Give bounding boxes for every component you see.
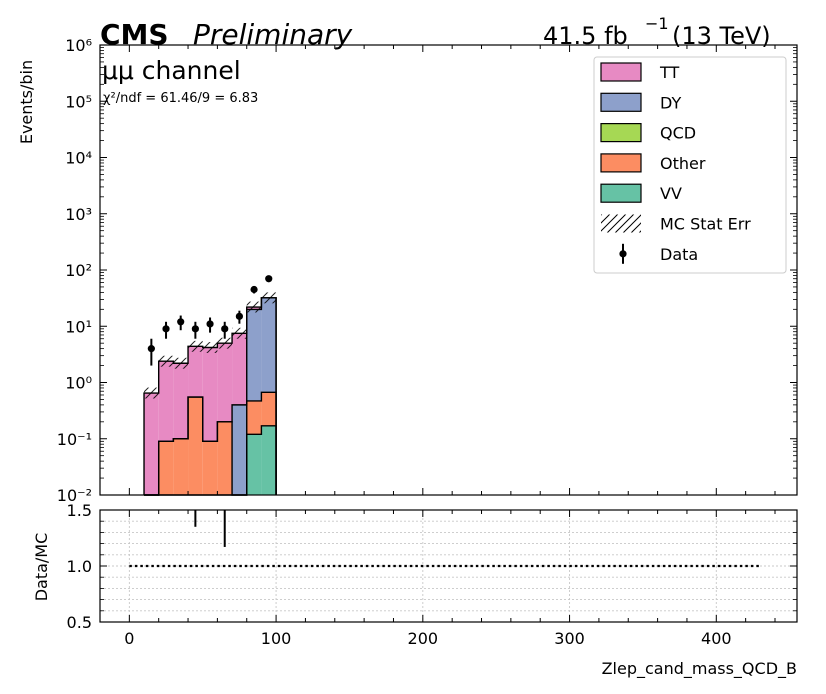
bar-tt-2 xyxy=(173,363,189,439)
legend-marker-data xyxy=(619,250,627,258)
bar-tt-6 xyxy=(232,333,247,405)
y-tick-label-1: 10¹ xyxy=(65,317,92,336)
bar-tt-3 xyxy=(188,346,203,398)
y-tick-label-2: 10² xyxy=(65,261,92,280)
ratio-panel: 0 100 200 300 400 0.5 1.0 1.5 Data/MC Zlep_cand… xyxy=(32,501,798,679)
legend-label-tt: TT xyxy=(659,63,679,82)
main-x-ticks xyxy=(99,45,776,495)
data-point-8 xyxy=(265,275,273,283)
bar-vv-8 xyxy=(261,425,277,495)
legend: TT DY QCD Other VV MC Stat Err Data xyxy=(593,56,787,274)
legend-swatch-qcd xyxy=(600,122,642,143)
stacked-histogram xyxy=(144,297,277,495)
ratio-y-tick-label-2: 1.5 xyxy=(67,501,92,520)
data-point-5 xyxy=(221,325,229,333)
bar-tt-4 xyxy=(202,347,218,442)
x-tick-label-0: 0 xyxy=(124,629,134,648)
y-tick-label-4: 10⁴ xyxy=(65,149,92,168)
legend-label-data: Data xyxy=(660,245,698,264)
data-point-3 xyxy=(191,325,199,333)
bar-other-8 xyxy=(261,392,277,426)
legend-label-qcd: QCD xyxy=(660,124,696,143)
data-point-1 xyxy=(162,325,170,333)
legend-box xyxy=(593,56,787,274)
y-tick-label-5: 10⁵ xyxy=(65,92,92,111)
channel-label: μμ channel xyxy=(102,56,241,85)
bar-other-2 xyxy=(173,438,189,495)
outline-tt xyxy=(143,297,277,495)
ratio-ticks: 0 100 200 300 400 0.5 1.0 1.5 xyxy=(67,501,797,648)
legend-label-dy: DY xyxy=(660,93,681,112)
ratio-y-axis-label: Data/MC xyxy=(32,533,51,602)
x-tick-label-3: 300 xyxy=(554,629,585,648)
bar-dy-8 xyxy=(261,297,277,393)
y-tick-label-0: 10⁰ xyxy=(65,374,92,393)
legend-swatch-vv xyxy=(600,183,642,203)
x-axis-label: Zlep_cand_mass_QCD_B xyxy=(602,659,797,679)
bar-other-7 xyxy=(246,400,262,435)
data-point-2 xyxy=(177,318,185,326)
bar-tt-0 xyxy=(144,393,159,495)
x-tick-label-2: 200 xyxy=(408,629,439,648)
bar-tt-5 xyxy=(217,343,233,422)
data-point-0 xyxy=(147,345,155,353)
ratio-y-tick-label-0: 0.5 xyxy=(67,613,92,632)
y-tick-label-6: 10⁶ xyxy=(65,36,92,55)
lumi-value: 41.5 fb xyxy=(543,22,628,50)
data-points xyxy=(147,275,273,366)
legend-label-mc-stat-err: MC Stat Err xyxy=(660,215,751,234)
lumi-exponent: −1 xyxy=(645,14,669,33)
chi2-label: χ²/ndf = 61.46/9 = 6.83 xyxy=(103,91,258,106)
bar-other-5 xyxy=(217,421,233,495)
ratio-y-tick-label-1: 1.0 xyxy=(67,557,92,576)
y-tick-label--2: 10⁻² xyxy=(57,486,92,505)
legend-swatch-dy xyxy=(600,92,642,112)
x-tick-label-4: 400 xyxy=(701,629,732,648)
legend-label-other: Other xyxy=(660,154,706,173)
outline-dy xyxy=(144,297,277,496)
legend-swatch-mc-stat-err xyxy=(601,214,641,233)
y-tick-label-3: 10³ xyxy=(65,205,92,224)
bar-dy-7 xyxy=(246,309,262,401)
y-tick-label--1: 10⁻¹ xyxy=(57,430,92,449)
legend-swatch-tt xyxy=(600,62,642,82)
bar-vv-7 xyxy=(246,434,262,495)
ratio-points xyxy=(129,510,761,568)
data-point-7 xyxy=(250,285,258,294)
data-point-6 xyxy=(235,312,243,320)
bar-other-1 xyxy=(158,441,174,495)
bar-other-3 xyxy=(188,397,203,495)
bar-tt-1 xyxy=(158,361,174,442)
data-point-4 xyxy=(206,320,214,328)
legend-swatch-other xyxy=(600,153,642,173)
main-y-axis-label: Events/bin xyxy=(17,60,36,144)
x-tick-label-1: 100 xyxy=(261,629,292,648)
legend-label-vv: VV xyxy=(660,184,682,203)
bar-dy-6 xyxy=(232,404,247,495)
main-panel: 10⁻² 10⁻¹ 10⁰ 10¹ 10² 10³ 10⁴ 10⁵ 10⁶ μμ channel… xyxy=(17,36,798,505)
main-y-ticks: 10⁻² 10⁻¹ 10⁰ 10¹ 10² 10³ 10⁴ 10⁵ 10⁶ xyxy=(57,36,797,505)
bar-other-4 xyxy=(202,441,218,495)
